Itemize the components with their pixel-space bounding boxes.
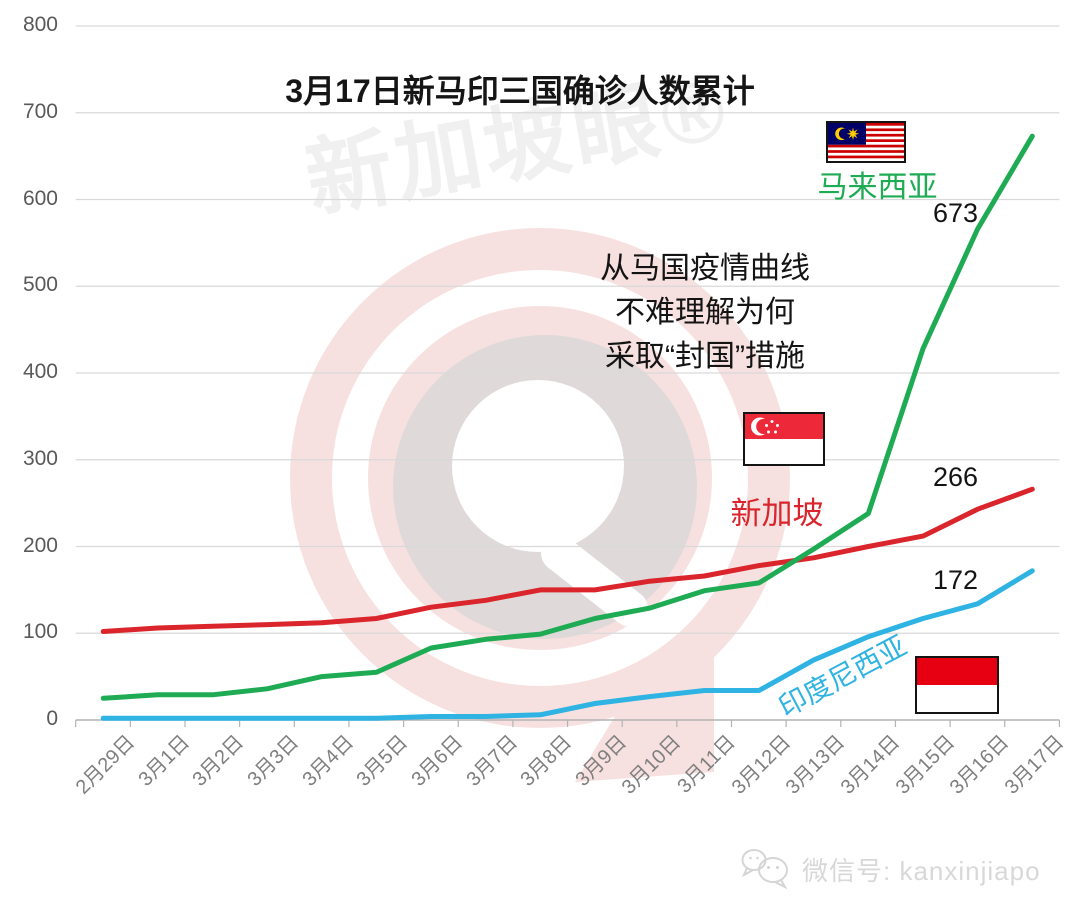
y-axis-tick-label: 0 (46, 707, 58, 730)
wechat-id-text: 微信号: kanxinjiapo (802, 855, 1041, 886)
y-axis-tick-label: 700 (22, 99, 58, 123)
series-line-2 (100, 568, 1035, 721)
footer-watermark: 微信号: kanxinjiapo (740, 846, 1041, 892)
singapore-series-label: 新加坡 (730, 496, 824, 531)
annotation-line: 采取“封国”措施 (605, 340, 805, 373)
y-axis-tick-label: 800 (22, 13, 58, 36)
y-axis-tick-label: 100 (22, 620, 58, 644)
series-line-1 (100, 486, 1035, 634)
y-axis-tick-label: 500 (22, 273, 58, 297)
annotation: 从马国疫情曲线 不难理解为何 采取“封国”措施 (505, 247, 905, 379)
indonesia-end-value: 172 (933, 565, 979, 595)
malaysia-series-label: 马来西亚 (817, 171, 938, 204)
series-line-0 (100, 133, 1035, 701)
wechat-icon (741, 849, 788, 890)
malaysia-end-value: 673 (933, 198, 979, 228)
y-axis-tick-label: 400 (22, 360, 58, 383)
y-axis-tick-label: 600 (22, 186, 58, 210)
annotation-line: 不难理解为何 (615, 296, 795, 329)
y-axis-tick-label: 300 (22, 446, 58, 470)
singapore-flag-icon (743, 412, 825, 466)
annotation-line: 从马国疫情曲线 (600, 252, 810, 285)
chart-title: 3月17日新马印三国确诊人数累计 (285, 73, 755, 109)
singapore-end-value: 266 (933, 462, 979, 492)
malaysia-flag-icon (826, 121, 906, 163)
indonesia-flag-icon (915, 656, 999, 714)
y-axis-tick-label: 200 (22, 533, 58, 557)
